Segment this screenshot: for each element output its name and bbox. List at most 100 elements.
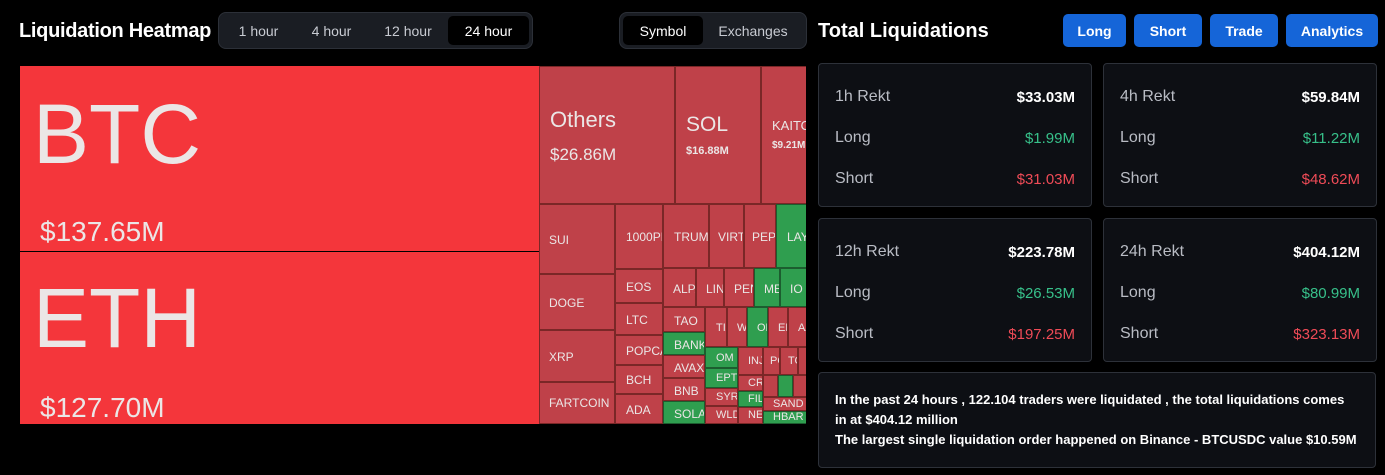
tile-solayer[interactable]: SOLAYER bbox=[663, 401, 705, 424]
tile-inj[interactable]: INJ bbox=[738, 347, 763, 375]
tile-pengu[interactable]: PENGU bbox=[724, 268, 754, 307]
tile-sui[interactable]: SUI bbox=[539, 204, 615, 274]
mode-symbol[interactable]: Symbol bbox=[623, 16, 703, 45]
tile-io[interactable]: IO bbox=[780, 268, 806, 307]
rekt-card-1h: 1h Rekt $33.03M Long $1.99M Short $31.03M bbox=[818, 63, 1092, 207]
tile-wld[interactable]: WLD bbox=[705, 406, 738, 424]
tile-me[interactable]: ME bbox=[754, 268, 780, 307]
summary-line-1: In the past 24 hours , 122.104 traders w… bbox=[835, 392, 1345, 427]
tile-misc-3[interactable] bbox=[778, 375, 793, 397]
tile-bnb[interactable]: BNB bbox=[663, 378, 705, 401]
tile-symbol: VIRTUAL bbox=[718, 230, 743, 244]
card-total: $223.78M bbox=[1008, 243, 1075, 261]
tile-bch[interactable]: BCH bbox=[615, 365, 663, 394]
card-long: $80.99M bbox=[1301, 284, 1360, 302]
tile-amount: $9.21M bbox=[772, 140, 806, 151]
tile-amount: $137.65M bbox=[40, 216, 165, 247]
tile-sand[interactable]: SAND bbox=[763, 397, 806, 411]
timeframe-24h[interactable]: 24 hour bbox=[448, 16, 529, 45]
analytics-button[interactable]: Analytics bbox=[1286, 14, 1378, 47]
tile-symbol: IO bbox=[790, 282, 803, 296]
tile-layer[interactable]: LAYER bbox=[776, 204, 806, 268]
tile-syrup[interactable]: SYRUP bbox=[705, 388, 738, 406]
trade-button[interactable]: Trade bbox=[1210, 14, 1278, 47]
card-long: $1.99M bbox=[1024, 129, 1075, 147]
tile-bank[interactable]: BANK bbox=[663, 332, 705, 355]
short-button[interactable]: Short bbox=[1134, 14, 1202, 47]
tile-crv[interactable]: CRV bbox=[738, 375, 763, 391]
tile-alpaca[interactable]: ALPACA bbox=[663, 268, 696, 307]
tile-symbol: LAYER bbox=[787, 230, 806, 244]
timeframe-1h[interactable]: 1 hour bbox=[238, 22, 279, 39]
tile-sol[interactable]: SOL $16.88M bbox=[675, 66, 761, 204]
timeframe-12h[interactable]: 12 hour bbox=[384, 22, 432, 39]
tile-symbol: TRUMP bbox=[674, 230, 709, 244]
tile-om[interactable]: OM bbox=[705, 347, 738, 368]
tile-symbol: LINK bbox=[706, 282, 724, 296]
tile-virtual[interactable]: VIRTUAL bbox=[709, 204, 744, 268]
tile-trump[interactable]: TRUMP bbox=[663, 204, 709, 268]
liquidation-heatmap: BTC $137.65M ETH $127.70M Others $26.86M… bbox=[20, 66, 806, 424]
card-total: $59.84M bbox=[1301, 88, 1360, 106]
tile-fil[interactable]: FIL bbox=[738, 391, 763, 407]
tile-symbol: NEAR bbox=[748, 409, 763, 421]
card-short: $48.62M bbox=[1301, 170, 1360, 188]
long-button[interactable]: Long bbox=[1063, 14, 1126, 47]
card-label: 12h Rekt bbox=[835, 243, 900, 260]
tile-ada[interactable]: ADA bbox=[615, 394, 663, 424]
tile-symbol: AAVE bbox=[798, 322, 806, 334]
tile-ena[interactable]: ENA bbox=[768, 307, 788, 347]
short-label: Short bbox=[1120, 170, 1159, 187]
tile-doge[interactable]: DOGE bbox=[539, 274, 615, 330]
tile-ltc[interactable]: LTC bbox=[615, 303, 663, 335]
tile-hbar[interactable]: HBAR bbox=[763, 411, 806, 424]
tile-symbol: SUI bbox=[549, 233, 570, 247]
tile-ept[interactable]: EPT bbox=[705, 368, 738, 388]
tile-symbol: TAO bbox=[674, 314, 698, 328]
tile-avax[interactable]: AVAX bbox=[663, 355, 705, 378]
tile-misc-1[interactable] bbox=[798, 347, 806, 375]
mode-exchanges[interactable]: Exchanges bbox=[718, 22, 788, 39]
tile-tao[interactable]: TAO bbox=[663, 307, 705, 332]
tile-symbol: SOLAYER bbox=[674, 407, 705, 421]
tile-symbol: POPCAT bbox=[626, 344, 662, 358]
tile-eos[interactable]: EOS bbox=[615, 269, 663, 303]
tile-eth[interactable]: ETH $127.70M bbox=[20, 252, 539, 424]
tile-misc-4[interactable] bbox=[793, 375, 806, 397]
tile-tia[interactable]: TIA bbox=[705, 307, 727, 347]
tile-fartcoin[interactable]: FARTCOIN bbox=[539, 382, 615, 424]
tile-symbol: TON bbox=[788, 355, 797, 367]
tile-pol[interactable]: POL bbox=[763, 347, 780, 375]
tile-near[interactable]: NEAR bbox=[738, 407, 763, 424]
card-total: $404.12M bbox=[1293, 243, 1360, 261]
card-short: $197.25M bbox=[1008, 325, 1075, 343]
tile-others[interactable]: Others $26.86M bbox=[539, 66, 675, 204]
card-short: $323.13M bbox=[1293, 325, 1360, 343]
tile-misc-2[interactable] bbox=[763, 375, 778, 397]
tile-symbol: BTC bbox=[33, 87, 201, 181]
tile-symbol: BCH bbox=[626, 373, 652, 387]
tile-symbol: FARTCOIN bbox=[549, 396, 610, 410]
tile-pepe[interactable]: PEPE bbox=[744, 204, 776, 268]
tile-symbol: INJ bbox=[748, 355, 763, 367]
tile-popcat[interactable]: POPCAT bbox=[615, 335, 663, 365]
tile-wif[interactable]: WIF bbox=[727, 307, 747, 347]
tile-symbol: FIL bbox=[748, 393, 763, 405]
tile-kaito[interactable]: KAITO $9.21M bbox=[761, 66, 806, 204]
tile-symbol: SOL bbox=[686, 113, 729, 136]
tile-1000pepe[interactable]: 1000PEPE bbox=[615, 204, 663, 269]
card-label: 24h Rekt bbox=[1120, 243, 1185, 260]
total-liquidations-title: Total Liquidations bbox=[818, 20, 989, 42]
tile-aave[interactable]: AAVE bbox=[788, 307, 806, 347]
tile-symbol: AVAX bbox=[674, 361, 705, 375]
tile-symbol: SYRUP bbox=[716, 391, 738, 403]
timeframe-4h[interactable]: 4 hour bbox=[311, 22, 352, 39]
tile-symbol: ENA bbox=[778, 322, 787, 334]
tile-btc[interactable]: BTC $137.65M bbox=[20, 66, 539, 252]
tile-ondo[interactable]: ONDO bbox=[747, 307, 768, 347]
tile-symbol: OM bbox=[716, 352, 734, 364]
tile-xrp[interactable]: XRP bbox=[539, 330, 615, 382]
tile-ton[interactable]: TON bbox=[780, 347, 798, 375]
card-total: $33.03M bbox=[1016, 88, 1075, 106]
tile-link[interactable]: LINK bbox=[696, 268, 724, 307]
